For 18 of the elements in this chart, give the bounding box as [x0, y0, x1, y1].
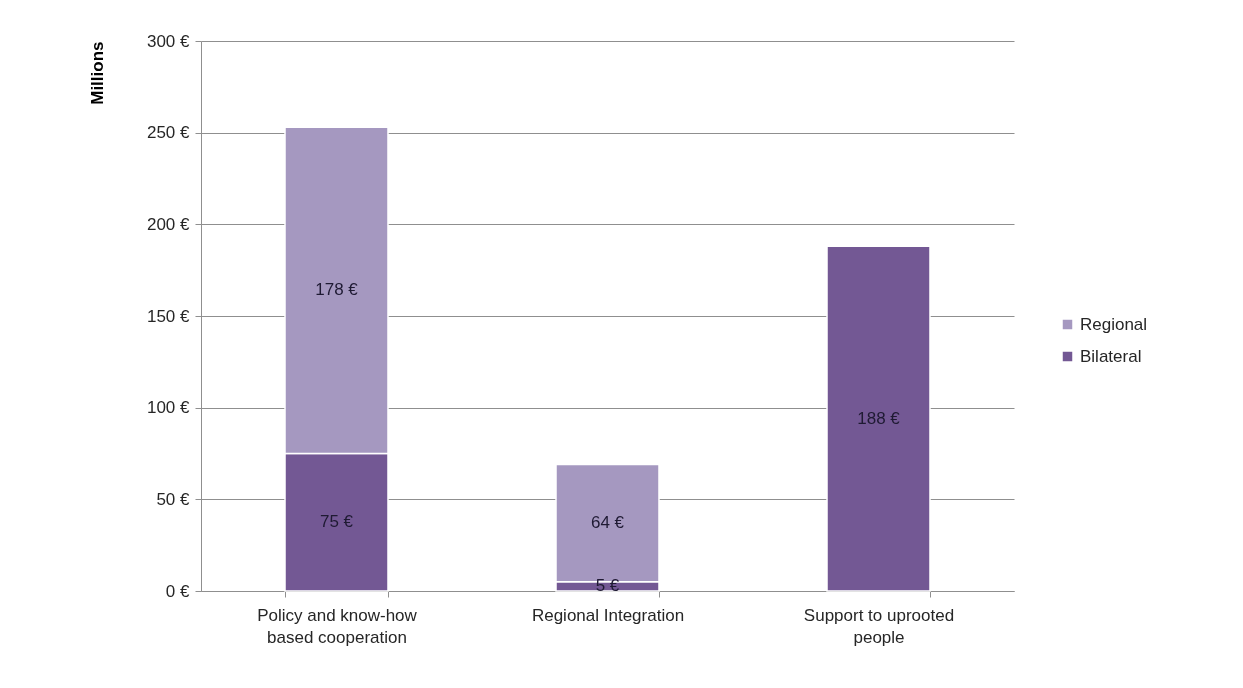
y-tick-label: 200 €	[146, 214, 191, 234]
data-label: 178 €	[315, 280, 359, 300]
y-axis-title: Millions	[87, 41, 107, 105]
x-tick-label: Support to uprooted people	[803, 605, 955, 647]
y-tick-label: 300 €	[146, 31, 191, 51]
legend-label: Bilateral	[1080, 346, 1142, 366]
data-label: 64 €	[590, 513, 625, 533]
y-tick-label: 250 €	[146, 123, 191, 143]
y-tick-label: 100 €	[146, 398, 191, 418]
data-label: 188 €	[857, 408, 901, 428]
y-tick-label: 150 €	[146, 306, 191, 326]
legend-label: Regional	[1080, 314, 1148, 334]
y-tick-label: 50 €	[156, 489, 191, 509]
bar	[826, 245, 931, 592]
x-tick-label: Policy and know-how based cooperation	[257, 605, 418, 647]
data-label: 75 €	[319, 512, 354, 532]
y-tick-label: 0 €	[165, 581, 191, 601]
x-tick-label: Regional Integration	[531, 605, 685, 625]
